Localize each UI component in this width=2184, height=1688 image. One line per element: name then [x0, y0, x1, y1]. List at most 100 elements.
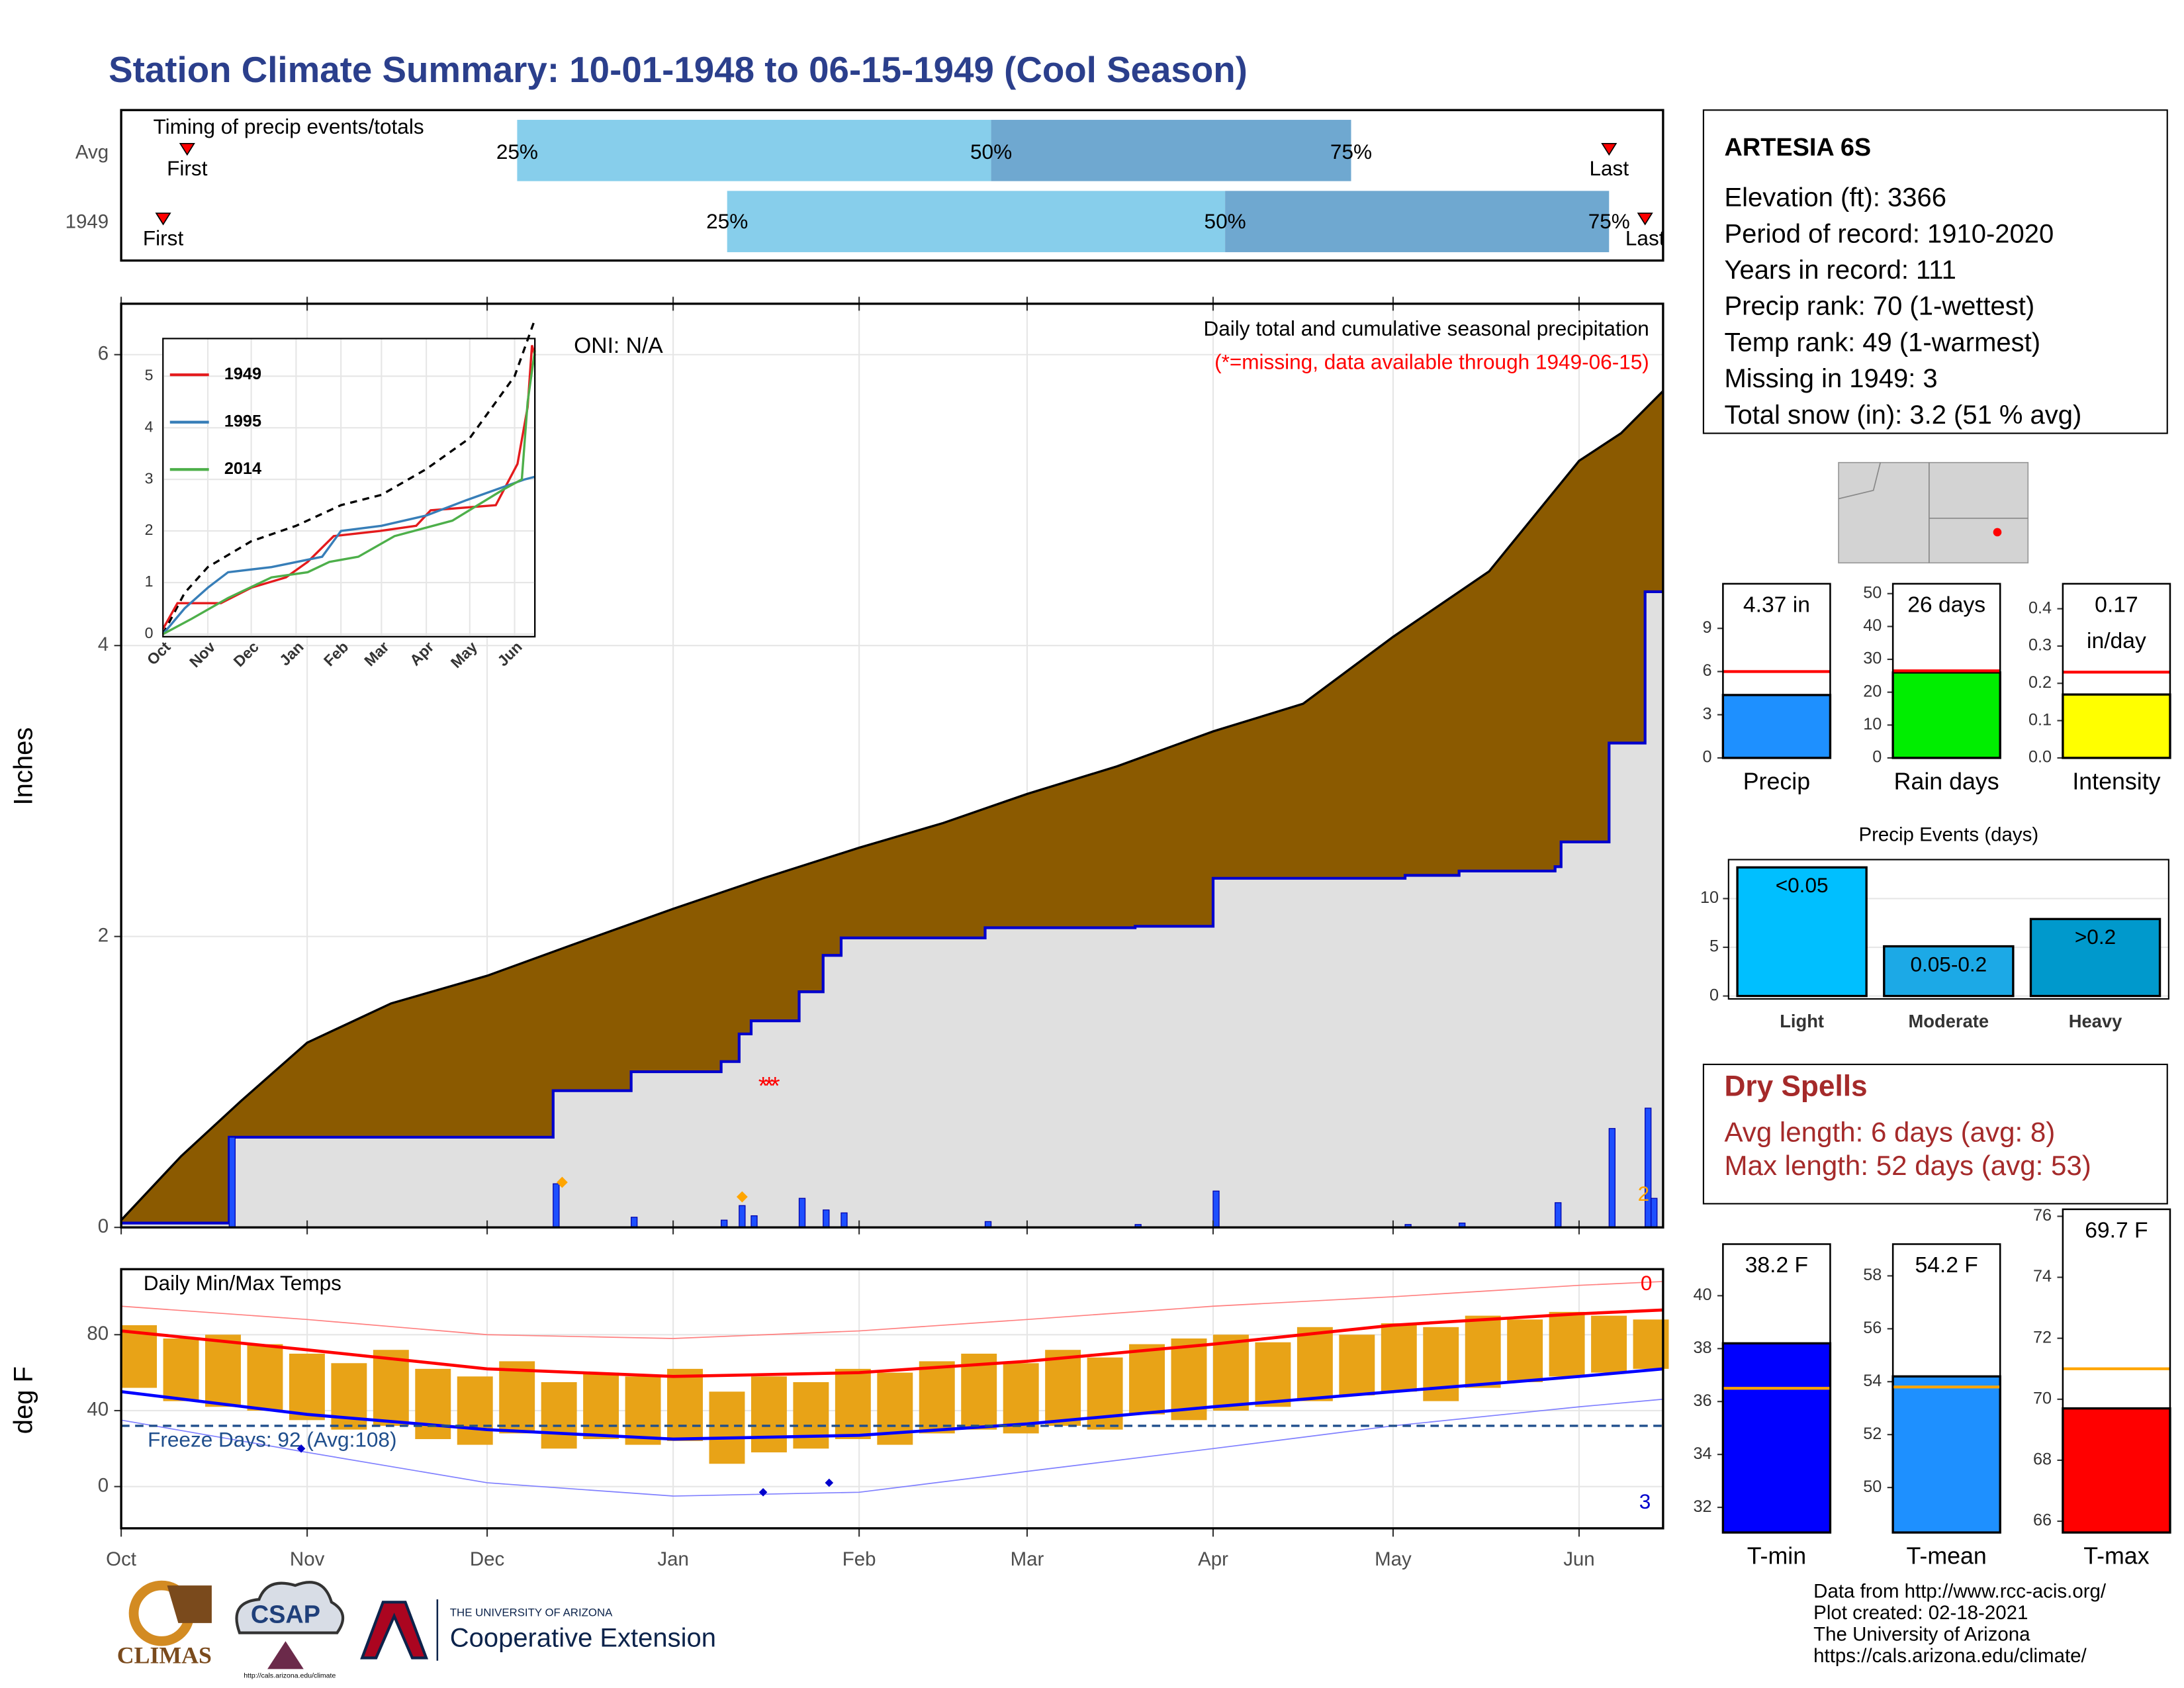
- gauge-bar: [1721, 694, 1832, 759]
- inset-y-tick-label: 3: [145, 469, 154, 487]
- daily-temp-range: [919, 1361, 955, 1434]
- gauge-tick-label: 0: [1702, 748, 1711, 767]
- season-cumulative-line: [121, 590, 1663, 1225]
- daily-temp-range: [1255, 1342, 1291, 1407]
- temp-line: [121, 1281, 1663, 1339]
- logo-url: http://cals.arizona.edu/climate: [244, 1672, 336, 1680]
- gauge-tick-label: 0.0: [2028, 748, 2052, 767]
- gauge-frame: [1891, 1243, 2001, 1534]
- panel-note: (*=missing, data available through 1949-…: [1214, 350, 1649, 374]
- gauge-tick-label: 40: [1863, 616, 1882, 635]
- x-tick-label: Moderate: [1909, 1011, 1989, 1031]
- y-tick-label: 4: [98, 633, 109, 655]
- gauge-tick-label: 10: [1863, 715, 1882, 733]
- missing-marker: *: [770, 1072, 780, 1100]
- daily-precip-bar: [1651, 1197, 1658, 1228]
- quartile-label: 50%: [1205, 209, 1246, 233]
- snow-marker: [736, 1191, 748, 1203]
- daily-temp-range: [709, 1391, 745, 1464]
- x-tick-label: Jan: [657, 1548, 689, 1570]
- inset-y-tick-label: 0: [145, 624, 154, 641]
- freeze-label: Freeze Days: 92 (Avg:108): [148, 1427, 396, 1451]
- missing-marker: *: [758, 1072, 768, 1100]
- legend-label: 1995: [224, 412, 261, 430]
- quartile-label: 75%: [1330, 140, 1372, 164]
- event-label: First: [143, 226, 184, 250]
- gauge-value-label: in/day: [2087, 629, 2146, 653]
- daily-precip-bar: [841, 1212, 848, 1228]
- x-tick-label: Nov: [290, 1548, 325, 1570]
- daily-temp-range: [415, 1368, 451, 1439]
- inset-x-tick-label: Oct: [144, 638, 174, 669]
- timing-rows: 25% 50% 75% First Last 25% 50% 75% First Last: [143, 120, 1663, 252]
- row-label: 1949: [66, 211, 109, 233]
- gauge-label: Rain days: [1894, 768, 1999, 794]
- daily-temp-range: [625, 1376, 661, 1445]
- logo-text: CSAP: [251, 1601, 320, 1628]
- daily-temp-range: [835, 1368, 871, 1439]
- station-info: Temp rank: 49 (1-warmest): [1724, 328, 2040, 357]
- gauge-tick-label: 52: [1863, 1425, 1882, 1443]
- inset-x-tick-label: Apr: [406, 638, 437, 669]
- bar-value-label: >0.2: [2075, 925, 2116, 949]
- logo-text: THE UNIVERSITY OF ARIZONA: [450, 1607, 613, 1619]
- daily-temp-range: [1129, 1344, 1165, 1415]
- footer-line: https://cals.arizona.edu/climate/: [1813, 1645, 2087, 1667]
- legend-label: 2014: [224, 459, 261, 478]
- station-info: Years in record: 111: [1724, 256, 1956, 285]
- inset-x-tick-label: May: [447, 638, 480, 671]
- daily-temp-range: [1212, 1335, 1249, 1411]
- y-axis-label: Inches: [9, 727, 38, 806]
- gauge-bar: [2062, 693, 2171, 759]
- location-map: [1838, 461, 2029, 564]
- x-tick-label: Feb: [842, 1548, 876, 1570]
- station-name: ARTESIA 6S: [1724, 134, 1871, 162]
- annotation: ONI: N/A: [574, 334, 663, 358]
- daily-temp-range: [247, 1344, 283, 1411]
- gauge-frame: [2062, 583, 2171, 759]
- count-label: 3: [1639, 1489, 1651, 1513]
- bar: [2029, 917, 2161, 998]
- gauge-bar: [1721, 1342, 1832, 1534]
- row-label: Avg: [75, 141, 109, 163]
- x-tick-label: May: [1375, 1548, 1412, 1570]
- gauge-value-label: 38.2 F: [1745, 1253, 1808, 1278]
- gauge-tick-label: 0: [1872, 748, 1882, 767]
- legend-label: 1949: [224, 365, 261, 383]
- gauge-tick-label: 30: [1863, 649, 1882, 668]
- gauge-tick-label: 68: [2033, 1450, 2052, 1469]
- gauge-tick-label: 56: [1863, 1319, 1882, 1337]
- count-label: 0: [1641, 1271, 1653, 1295]
- panel-subtitle: Daily total and cumulative seasonal prec…: [1203, 316, 1649, 340]
- gauge-frame: [1722, 583, 1831, 759]
- gauge-tick-label: 74: [2033, 1267, 2052, 1286]
- gauge-tick-label: 0.3: [2028, 636, 2052, 655]
- quartile-label: 25%: [706, 209, 748, 233]
- inset-x-tick-label: Nov: [186, 638, 218, 671]
- gauge-frame: [2062, 1208, 2171, 1534]
- x-tick-label: Jun: [1563, 1548, 1595, 1570]
- gauge-tick-label: 72: [2033, 1328, 2052, 1346]
- event-marker: [1601, 142, 1617, 156]
- logo-climas: CLIMAS: [117, 1580, 212, 1669]
- gauge-value-label: 4.37 in: [1743, 592, 1810, 617]
- x-tick-label: Apr: [1198, 1548, 1228, 1570]
- station-info: Total snow (in): 3.2 (51 % avg): [1724, 400, 2081, 430]
- temp-line: [120, 1398, 1663, 1497]
- inset-y-tick-label: 4: [145, 418, 154, 435]
- gauge-frame: [1891, 583, 2001, 759]
- daily-temp-range: [1339, 1335, 1375, 1396]
- count-label: 2: [1638, 1182, 1650, 1205]
- logo-ua: THE UNIVERSITY OF ARIZONA Cooperative Ex…: [360, 1599, 716, 1661]
- gauge-tick-label: 50: [1863, 583, 1882, 602]
- record-low-marker: [296, 1444, 306, 1453]
- gauge-tick-label: 9: [1702, 618, 1711, 637]
- station-info: Missing in 1949: 3: [1724, 364, 1937, 393]
- average-cumulative-line: [120, 390, 1664, 1221]
- bar-value-label: <0.05: [1776, 873, 1829, 897]
- gauge-tick-label: 20: [1863, 682, 1882, 700]
- gauge-label: T-max: [2083, 1542, 2149, 1569]
- gauge-label: Intensity: [2072, 768, 2160, 794]
